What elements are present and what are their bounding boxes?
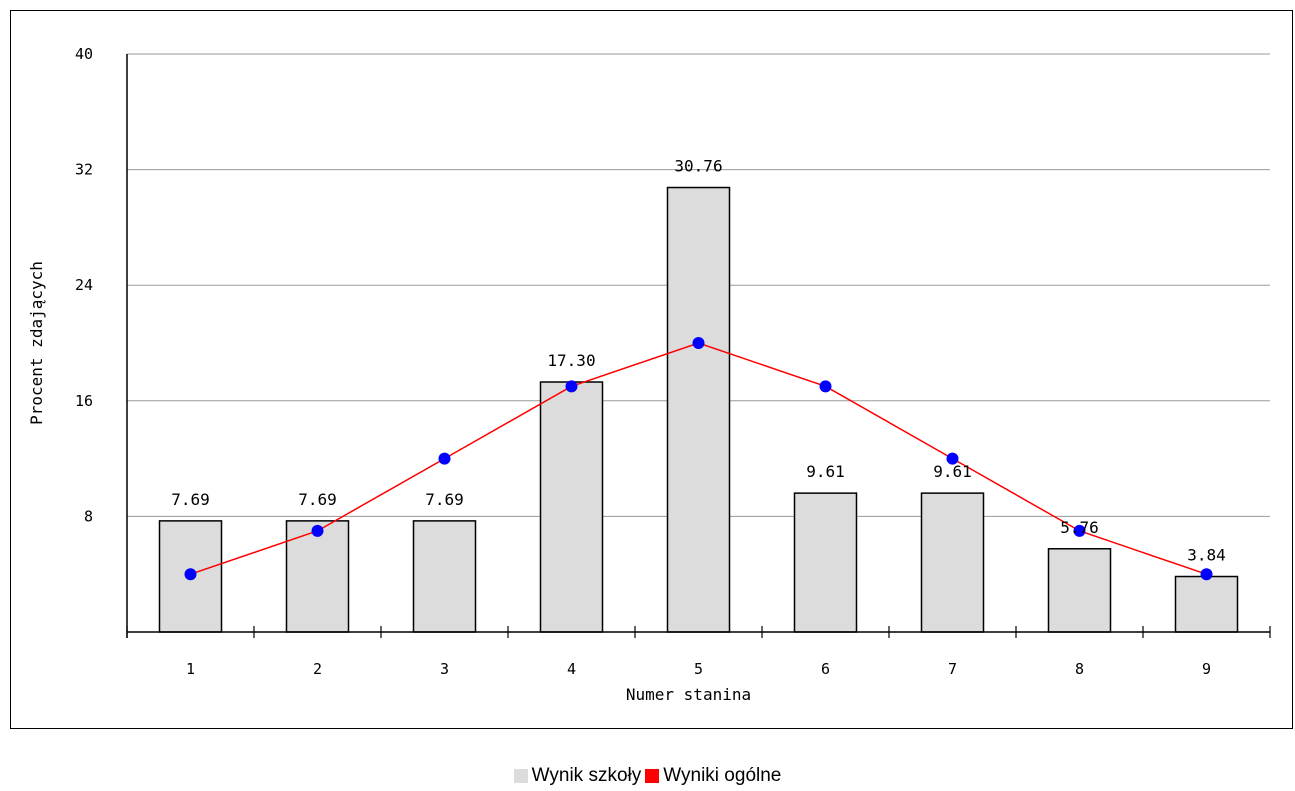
data-label-7: 9.61 — [933, 462, 972, 481]
data-label-6: 9.61 — [806, 462, 845, 481]
legend-label-bar: Wynik szkoły — [531, 765, 642, 786]
data-label-2: 7.69 — [298, 490, 337, 509]
line-point-2 — [311, 524, 324, 537]
chart-plot: 8 16 24 32 40 1 2 3 4 5 6 7 8 9 7.69 7.69 7.69 17.30 30.76… — [27, 45, 1271, 704]
x-tick-label-3: 3 — [440, 660, 449, 678]
legend-swatch-line — [645, 769, 660, 783]
data-label-8: 5.76 — [1060, 518, 1099, 537]
x-tick-label-9: 9 — [1202, 660, 1211, 678]
bar-7 — [920, 492, 985, 633]
x-tick-label-8: 8 — [1075, 660, 1084, 678]
y-tick-label-40: 40 — [75, 45, 93, 63]
data-label-9: 3.84 — [1187, 546, 1226, 565]
y-tick-label-16: 16 — [75, 392, 93, 410]
line-point-9 — [1200, 568, 1213, 581]
x-tick-label-1: 1 — [186, 660, 195, 678]
line-point-1 — [184, 568, 197, 581]
x-tick-label-4: 4 — [567, 660, 576, 678]
x-tick-label-2: 2 — [313, 660, 322, 678]
line-point-4 — [565, 380, 578, 393]
legend-item-bar: Wynik szkoły — [513, 765, 642, 787]
x-tick-label-6: 6 — [821, 660, 830, 678]
line-point-8 — [1073, 524, 1086, 537]
line-point-3 — [438, 452, 451, 465]
data-label-4: 17.30 — [547, 351, 595, 370]
data-label-1: 7.69 — [171, 490, 210, 509]
y-axis-title: Procent zdających — [27, 261, 46, 425]
y-tick-label-8: 8 — [84, 507, 93, 525]
x-tick-label-7: 7 — [948, 660, 957, 678]
bar-9 — [1174, 575, 1239, 633]
line-point-6 — [819, 380, 832, 393]
legend-item-line: Wyniki ogólne — [645, 765, 781, 787]
line-point-7 — [946, 452, 959, 465]
bar-6 — [793, 492, 858, 633]
chart-frame: 8 16 24 32 40 1 2 3 4 5 6 7 8 9 7.69 7.69 7.69 17.30 30.76… — [10, 10, 1293, 729]
bar-3 — [412, 520, 477, 633]
legend: Wynik szkoły Wyniki ogólne — [0, 764, 1295, 788]
x-axis-title: Numer stanina — [626, 685, 751, 704]
y-tick-label-24: 24 — [75, 276, 93, 294]
bar-4 — [539, 381, 604, 633]
y-tick-label-32: 32 — [75, 161, 93, 179]
data-label-5: 30.76 — [674, 157, 722, 176]
legend-label-line: Wyniki ogólne — [663, 765, 782, 786]
x-tick-label-5: 5 — [694, 660, 703, 678]
legend-swatch-bar — [513, 769, 528, 783]
data-label-3: 7.69 — [425, 490, 464, 509]
bar-5 — [666, 186, 731, 633]
line-point-5 — [692, 337, 705, 349]
bar-8 — [1047, 548, 1112, 633]
